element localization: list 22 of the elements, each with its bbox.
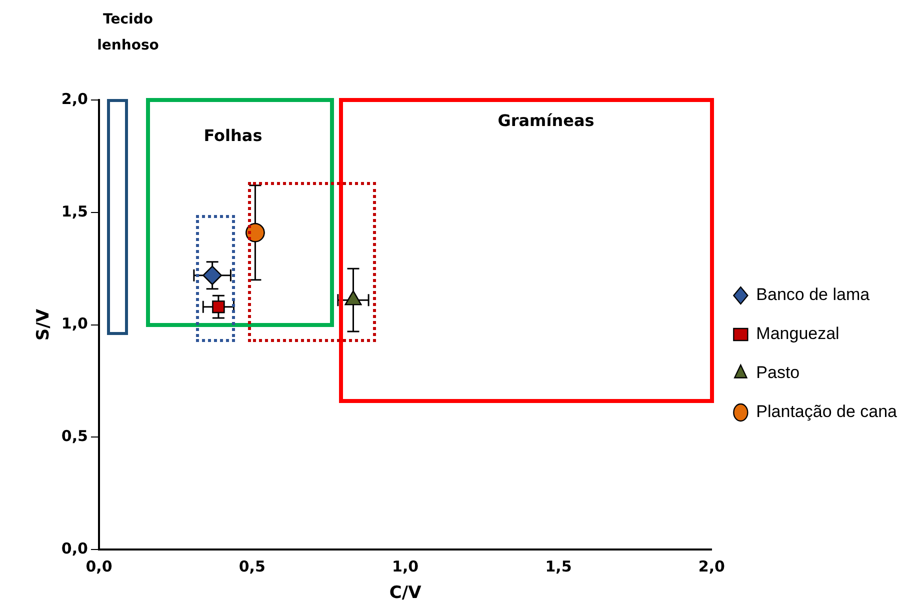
y-tick-label: 0,5 xyxy=(61,427,88,446)
annotation: Gramíneas xyxy=(498,111,594,130)
point xyxy=(202,266,222,285)
y-tick-label: 2,0 xyxy=(61,90,88,108)
x-tick-label: 0,0 xyxy=(86,557,112,576)
x-tick-label: 0,5 xyxy=(238,557,266,576)
point xyxy=(212,300,225,314)
x-tick-label: 1,0 xyxy=(392,557,419,576)
x-tick-label: 2,0 xyxy=(698,557,725,576)
y-tick-label: 0,0 xyxy=(61,539,88,558)
x-tick-label: 1,5 xyxy=(545,557,572,576)
y-tick-label: 1,5 xyxy=(61,202,88,220)
legend-label: Manguezal xyxy=(756,324,840,344)
x-axis-title: C/V xyxy=(389,583,422,604)
annotation: Folhas xyxy=(204,126,262,146)
y-axis-title: S/V xyxy=(34,308,54,341)
point xyxy=(246,223,265,242)
text: Tecido lenhoso xyxy=(97,12,160,54)
y-tick-label: 1,0 xyxy=(61,314,88,333)
legend-label: Plantação de cana xyxy=(756,402,898,422)
legend-label: Pasto xyxy=(756,363,800,382)
legend-label: Banco de lama xyxy=(756,285,870,304)
